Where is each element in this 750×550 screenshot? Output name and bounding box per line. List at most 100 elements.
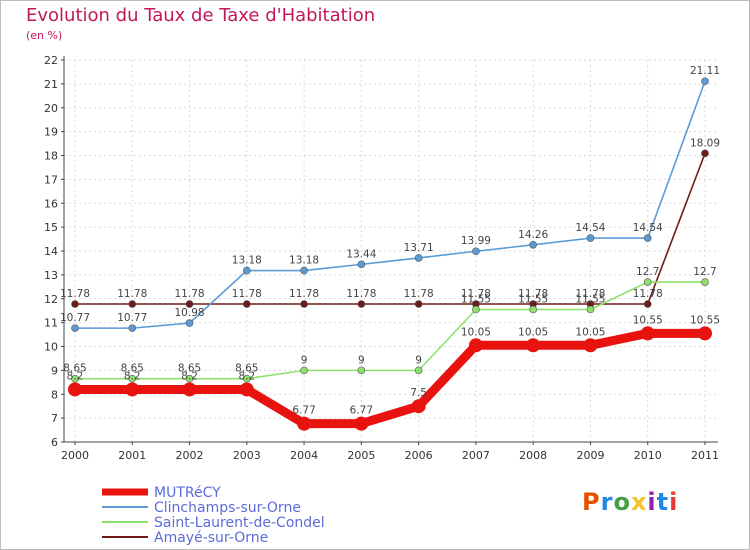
data-point: [71, 324, 79, 332]
data-point: [414, 366, 423, 375]
data-label: 9: [301, 354, 308, 366]
series-line: [70, 328, 710, 429]
data-label: 8.65: [63, 363, 86, 375]
data-point: [472, 247, 480, 256]
y-tick-label: 6: [51, 436, 58, 449]
data-label: 11.78: [289, 288, 319, 300]
x-tick-label: 2008: [519, 449, 547, 462]
data-label: 8.65: [121, 363, 144, 375]
proxiti-logo: Proxiti: [582, 488, 678, 516]
logo-letter: i: [647, 488, 657, 516]
data-label: 8.2: [124, 370, 141, 382]
y-tick-label: 22: [44, 54, 58, 67]
data-label: 10.77: [60, 312, 90, 324]
data-label: 13.18: [289, 255, 319, 267]
legend-label: Amayé-sur-Orne: [154, 530, 268, 546]
data-label: 10.55: [690, 314, 720, 326]
y-tick-label: 20: [44, 102, 58, 115]
data-point: [357, 366, 366, 375]
y-tick-label: 16: [44, 197, 58, 210]
data-label: 11.55: [461, 293, 491, 305]
y-tick-label: 18: [44, 150, 58, 163]
data-label: 21.11: [690, 65, 720, 77]
legend-label: Clinchamps-sur-Orne: [154, 500, 301, 516]
data-point: [583, 338, 598, 353]
logo-letter: i: [669, 488, 679, 516]
x-tick-label: 2000: [61, 449, 89, 462]
x-tick-label: 2006: [405, 449, 433, 462]
data-point: [71, 374, 79, 383]
data-point: [586, 305, 595, 314]
data-point: [300, 266, 308, 275]
data-label: 7.5: [410, 387, 427, 399]
data-point: [300, 366, 308, 375]
data-point: [414, 300, 423, 308]
data-point: [68, 382, 82, 397]
series-line: [74, 281, 706, 380]
data-label: 11.78: [346, 288, 376, 300]
data-point: [128, 374, 137, 383]
y-tick-label: 12: [44, 293, 58, 306]
y-tick-label: 14: [44, 245, 58, 258]
y-tick-label: 7: [51, 412, 58, 425]
data-label: 10.05: [575, 326, 605, 338]
data-point: [243, 374, 251, 383]
data-label: 14.26: [518, 229, 548, 241]
data-label: 8.2: [181, 370, 198, 382]
data-point: [640, 326, 655, 341]
data-point: [239, 382, 254, 397]
data-point: [125, 382, 140, 397]
chart-title: Evolution du Taux de Taxe d'Habitation: [26, 5, 376, 26]
data-point: [468, 338, 483, 353]
data-point: [128, 300, 137, 308]
data-point: [357, 260, 366, 269]
x-tick-label: 2004: [290, 449, 318, 462]
data-label: 10.05: [518, 326, 548, 338]
data-point: [243, 266, 251, 275]
data-label: 8.65: [235, 363, 258, 375]
logo-letter: x: [630, 488, 648, 516]
y-tick-label: 9: [51, 364, 58, 377]
y-tick-label: 19: [44, 126, 58, 139]
data-label: 11.55: [518, 293, 548, 305]
x-tick-label: 2001: [118, 449, 146, 462]
data-point: [185, 319, 194, 327]
logo-letter: o: [613, 488, 631, 516]
data-point: [472, 305, 480, 314]
series-line: [74, 152, 706, 305]
data-point: [414, 254, 423, 262]
data-point: [128, 324, 137, 332]
logo-letter: r: [600, 488, 614, 516]
data-label: 9: [358, 354, 365, 366]
logo-letter: P: [582, 488, 601, 516]
y-tick-label: 21: [44, 78, 58, 91]
data-label: 12.7: [693, 266, 716, 278]
data-point: [411, 399, 426, 414]
data-point: [182, 382, 197, 397]
y-tick-label: 10: [44, 341, 58, 354]
data-label: 10.05: [461, 326, 491, 338]
data-point: [701, 77, 709, 86]
legend-label: Saint-Laurent-de-Condel: [154, 515, 325, 531]
data-label: 10.77: [117, 312, 147, 324]
data-point: [243, 300, 251, 308]
x-tick-label: 2002: [176, 449, 204, 462]
data-label: 18.09: [690, 137, 720, 149]
data-label: 6.77: [350, 405, 373, 417]
data-point: [357, 300, 366, 308]
data-label: 11.78: [575, 288, 605, 300]
data-label: 11.78: [633, 288, 663, 300]
data-label: 11.78: [461, 288, 491, 300]
data-label: 8.65: [178, 363, 201, 375]
y-tick-label: 8: [51, 388, 58, 401]
data-point: [529, 240, 537, 249]
data-label: 10.98: [175, 307, 205, 319]
data-label: 11.78: [117, 288, 147, 300]
data-label: 12.7: [636, 266, 659, 278]
data-point: [701, 149, 709, 158]
data-label: 11.55: [575, 293, 605, 305]
data-label: 8.2: [67, 370, 84, 382]
data-label: 13.44: [346, 248, 376, 260]
data-label: 11.78: [518, 288, 548, 300]
